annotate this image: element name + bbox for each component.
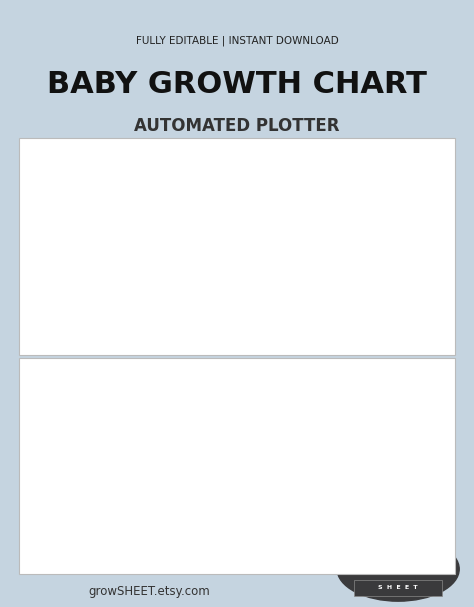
Text: 75th: 75th [408,193,418,197]
Text: growSHEET.etsy.com: growSHEET.etsy.com [89,585,210,598]
Text: PETER HEIGHT CHART: PETER HEIGHT CHART [62,146,181,155]
Text: 25th: 25th [408,206,418,209]
Y-axis label: Weight (lb): Weight (lb) [36,447,42,492]
Text: PETER WEIGHT CHART: PETER WEIGHT CHART [62,366,183,376]
Text: PROUD DAD: PROUD DAD [251,146,299,152]
Text: 50th: 50th [408,200,418,204]
Text: James: James [250,386,286,399]
Text: ♥: ♥ [305,166,312,175]
Text: Born Thursday, 30 May 2019: Born Thursday, 30 May 2019 [62,384,152,388]
Text: ♥: ♥ [305,386,312,395]
Text: GROW: GROW [380,563,417,572]
X-axis label: Age (Month): Age (Month) [205,341,259,350]
Text: 3rd: 3rd [408,211,415,215]
Text: S  H  E  E  T: S H E E T [378,585,418,590]
Text: Madison: Madison [324,166,375,178]
Text: 50th: 50th [408,444,418,449]
Text: PROUD MOM: PROUD MOM [321,366,371,372]
Text: AUTOMATED PLOTTER: AUTOMATED PLOTTER [134,117,340,135]
Text: PROUD DAD: PROUD DAD [251,366,299,372]
Text: 97th: 97th [408,180,418,183]
Y-axis label: Height (Inch): Height (Inch) [36,225,42,276]
Text: Madison: Madison [324,386,375,399]
Text: FULLY EDITABLE | INSTANT DOWNLOAD: FULLY EDITABLE | INSTANT DOWNLOAD [136,36,338,46]
Text: James: James [250,166,286,178]
FancyBboxPatch shape [355,580,442,596]
Text: Born Thursday, 30 May 2019: Born Thursday, 30 May 2019 [62,163,152,168]
Ellipse shape [337,537,459,601]
Text: 25th: 25th [408,450,418,454]
Text: BABY GROWTH CHART: BABY GROWTH CHART [47,70,427,99]
X-axis label: Age (Month): Age (Month) [205,560,259,569]
Text: 3rd: 3rd [408,456,415,461]
Text: ✿: ✿ [393,548,403,557]
Text: 75th: 75th [408,438,418,443]
Text: PROUD MOM: PROUD MOM [321,146,371,152]
Text: 97th: 97th [408,428,418,432]
